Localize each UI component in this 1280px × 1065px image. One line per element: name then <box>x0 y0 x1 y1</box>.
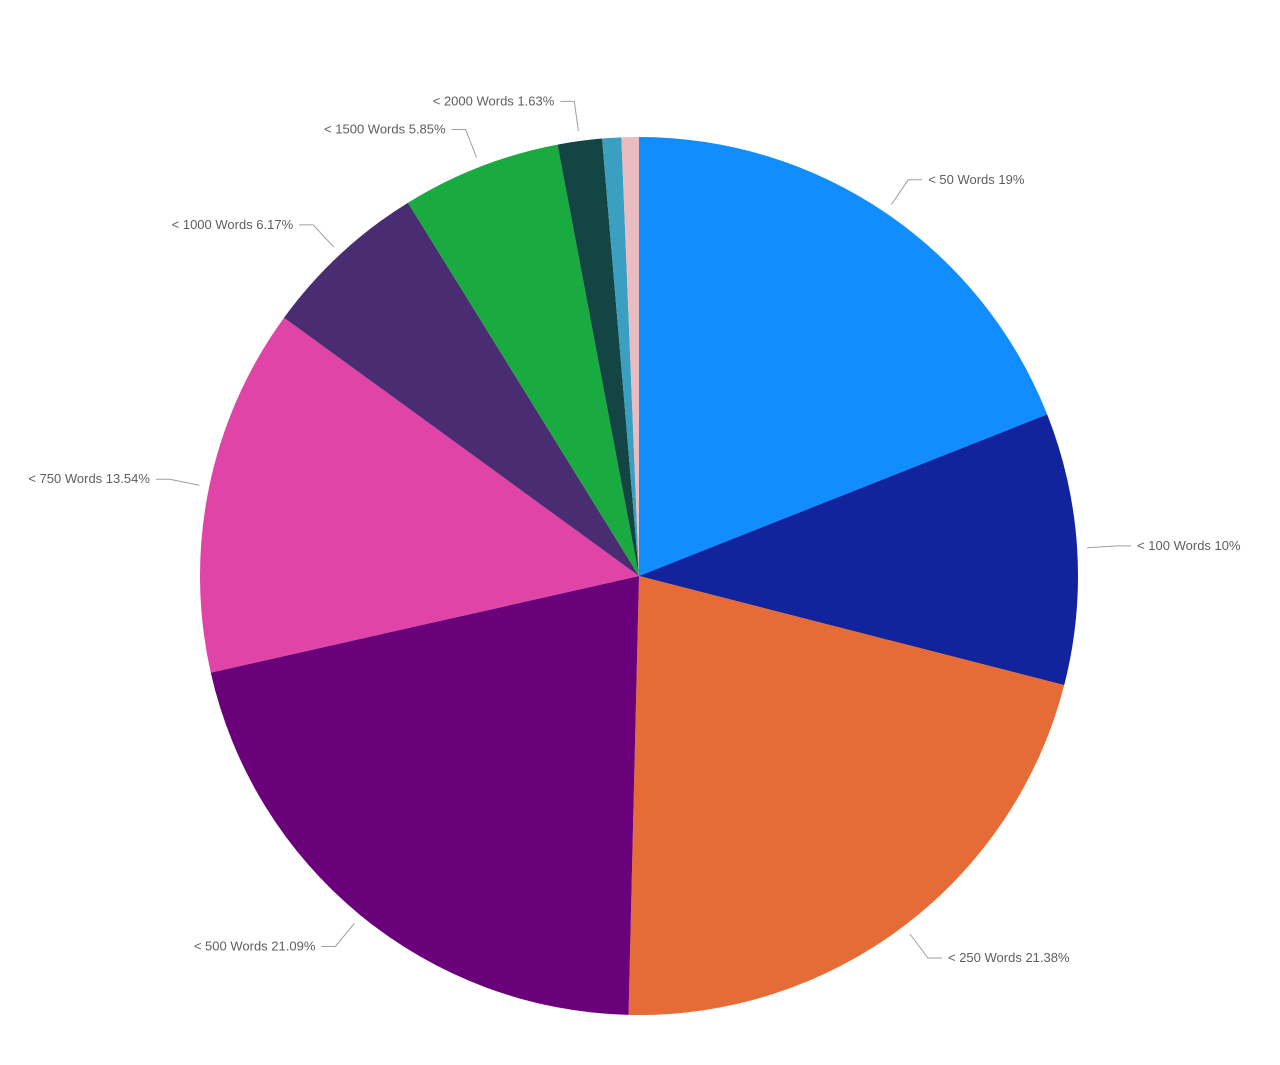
pie-slice[interactable] <box>199 317 639 673</box>
label-leader-line <box>321 922 355 947</box>
labels-layer: < 50 Words 19% < 100 Words 10% < 250 Words… <box>28 93 1241 965</box>
label-leader-line <box>299 224 334 248</box>
label-leader-line <box>560 100 579 132</box>
pie-slice[interactable] <box>407 144 639 576</box>
pie-slice[interactable] <box>557 138 639 576</box>
slice-data-label: < 1000 Words 6.17% <box>172 217 294 232</box>
pie-slice[interactable] <box>621 136 639 576</box>
label-leader-line <box>155 478 200 486</box>
slice-data-label: < 250 Words 21.38% <box>948 950 1070 965</box>
slices-layer <box>199 136 1079 1015</box>
slice-data-label: < 500 Words 21.09% <box>194 939 316 954</box>
slice-data-label: < 1500 Words 5.85% <box>324 122 446 137</box>
slice-data-label: < 750 Words 13.54% <box>28 471 150 486</box>
label-leader-line <box>890 179 923 205</box>
slice-data-label: < 100 Words 10% <box>1137 538 1241 553</box>
pie-slice[interactable] <box>639 137 1048 576</box>
pie-slice[interactable] <box>639 414 1079 686</box>
pie-slice[interactable] <box>602 137 639 576</box>
slice-data-label: < 50 Words 19% <box>928 172 1025 187</box>
pie-slice[interactable] <box>210 576 639 1015</box>
label-leader-line <box>909 933 942 959</box>
pie-slice[interactable] <box>628 576 1065 1015</box>
label-leader-line <box>1087 545 1132 549</box>
label-leader-line <box>451 129 477 158</box>
slice-data-label: < 2000 Words 1.63% <box>433 93 555 108</box>
pie-slice[interactable] <box>284 202 639 576</box>
